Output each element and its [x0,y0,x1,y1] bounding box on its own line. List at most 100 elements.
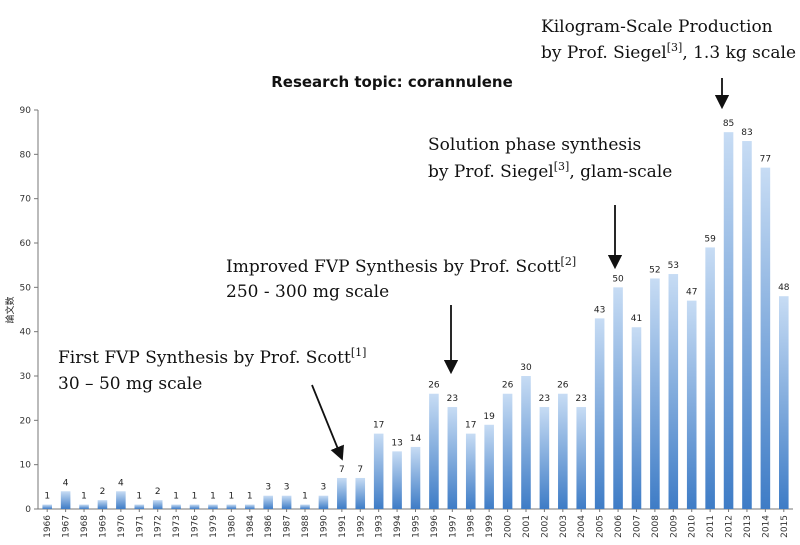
bar-2012 [723,132,734,509]
bar-1997 [447,407,458,509]
data-label: 52 [649,265,660,275]
data-label: 26 [557,381,569,391]
x-tick-label: 1968 [80,515,90,538]
annotation-arrow [311,384,344,461]
annotation-text: by Prof. Siegel[3], 1.3 kg scale [541,41,796,63]
x-tick-label: 2001 [522,515,532,538]
data-label: 3 [265,483,271,493]
bar-1990 [318,495,329,509]
data-label: 14 [410,434,422,444]
bar-1972 [152,500,163,509]
x-tick-label: 2011 [706,515,716,538]
data-label: 50 [612,274,624,284]
data-label: 19 [483,412,495,422]
x-tick-label: 2009 [669,515,679,538]
data-label: 4 [63,478,69,488]
data-label: 23 [576,394,587,404]
data-label: 3 [284,483,290,493]
x-tick-label: 1967 [62,515,72,538]
data-label: 3 [321,483,327,493]
x-tick-label: 1987 [283,515,293,538]
x-tick-label: 1971 [135,515,145,538]
bar-1988 [300,504,310,509]
x-tick-label: 2014 [761,515,771,538]
annotation-text: First FVP Synthesis by Prof. Scott[1] [58,346,366,368]
bar-1973 [171,504,181,509]
x-tick-label: 1984 [246,515,256,538]
data-label: 1 [228,492,234,502]
x-tick-label: 1999 [485,515,495,538]
annotation-text-main: 250 - 300 mg scale [226,282,389,302]
x-tick-label: 1995 [412,515,422,538]
data-label: 7 [339,465,345,475]
bar-1971 [134,504,145,509]
annotation-text-main: by Prof. Siegel [428,162,554,182]
y-tick-label: 20 [20,416,32,426]
data-label: 48 [778,283,790,293]
x-tick-label: 1988 [301,515,311,538]
data-label: 26 [428,381,440,391]
data-label: 1 [136,492,142,502]
bar-2001 [521,376,531,509]
x-tick-label: 1973 [172,515,182,538]
bar-1966 [42,504,52,509]
data-label: 1 [81,492,87,502]
data-label: 85 [723,119,734,129]
data-label: 26 [502,381,514,391]
bar-2002 [539,407,550,509]
data-label: 1 [302,492,308,502]
annotation-text-main: by Prof. Siegel [541,43,667,63]
y-tick-label: 90 [20,106,32,116]
x-tick-label: 1991 [338,515,348,538]
bar-1999 [484,424,494,509]
data-label: 30 [520,363,532,373]
data-label: 1 [210,492,216,502]
bar-1994 [392,451,402,509]
bar-1993 [373,433,384,509]
x-tick-label: 2008 [651,515,661,538]
x-tick-label: 1990 [319,515,329,538]
x-tick-label: 1992 [356,515,366,538]
x-tick-label: 2007 [632,515,642,538]
annotation-reference: [3] [554,160,570,173]
y-axis-ticks: 0 10 20 30 40 50 60 70 80 90 [20,106,38,515]
x-tick-label: 2003 [559,515,569,538]
data-label: 17 [373,421,384,431]
data-label: 23 [447,394,458,404]
x-tick-label: 1976 [191,515,201,538]
annotation-text-tail: , glam-scale [569,162,672,182]
bar-2008 [650,278,660,509]
data-label: 1 [173,492,179,502]
data-label: 4 [118,478,124,488]
data-label: 77 [760,155,771,165]
x-tick-label: 2012 [725,515,735,538]
bar-1992 [355,477,366,509]
bar-2015 [779,296,789,509]
data-label: 47 [686,288,697,298]
x-tick-label: 2000 [504,515,514,538]
x-tick-label: 2005 [596,515,606,538]
x-tick-label: 2002 [540,515,550,538]
annotation-text-main: First FVP Synthesis by Prof. Scott [58,348,351,368]
bar-1970 [116,491,126,509]
x-tick-label: 1969 [98,515,108,538]
data-label: 53 [668,261,679,271]
x-axis-ticks: 1966 1967 1968 1969 1970 1971 1972 1973 1976 1979… [43,509,790,538]
bars-group [42,132,789,510]
bar-1987 [281,495,292,509]
bar-1991 [337,477,347,509]
bar-1976 [189,504,200,509]
bar-2004 [576,407,587,509]
data-label: 41 [631,314,642,324]
x-tick-label: 1997 [448,515,458,538]
x-tick-label: 2013 [743,515,753,538]
bar-1996 [429,393,439,509]
bar-1969 [97,500,108,509]
bar-1968 [79,504,89,509]
y-tick-label: 0 [25,505,31,515]
bar-1967 [60,491,71,509]
data-label: 1 [247,492,253,502]
y-tick-label: 10 [20,461,32,471]
